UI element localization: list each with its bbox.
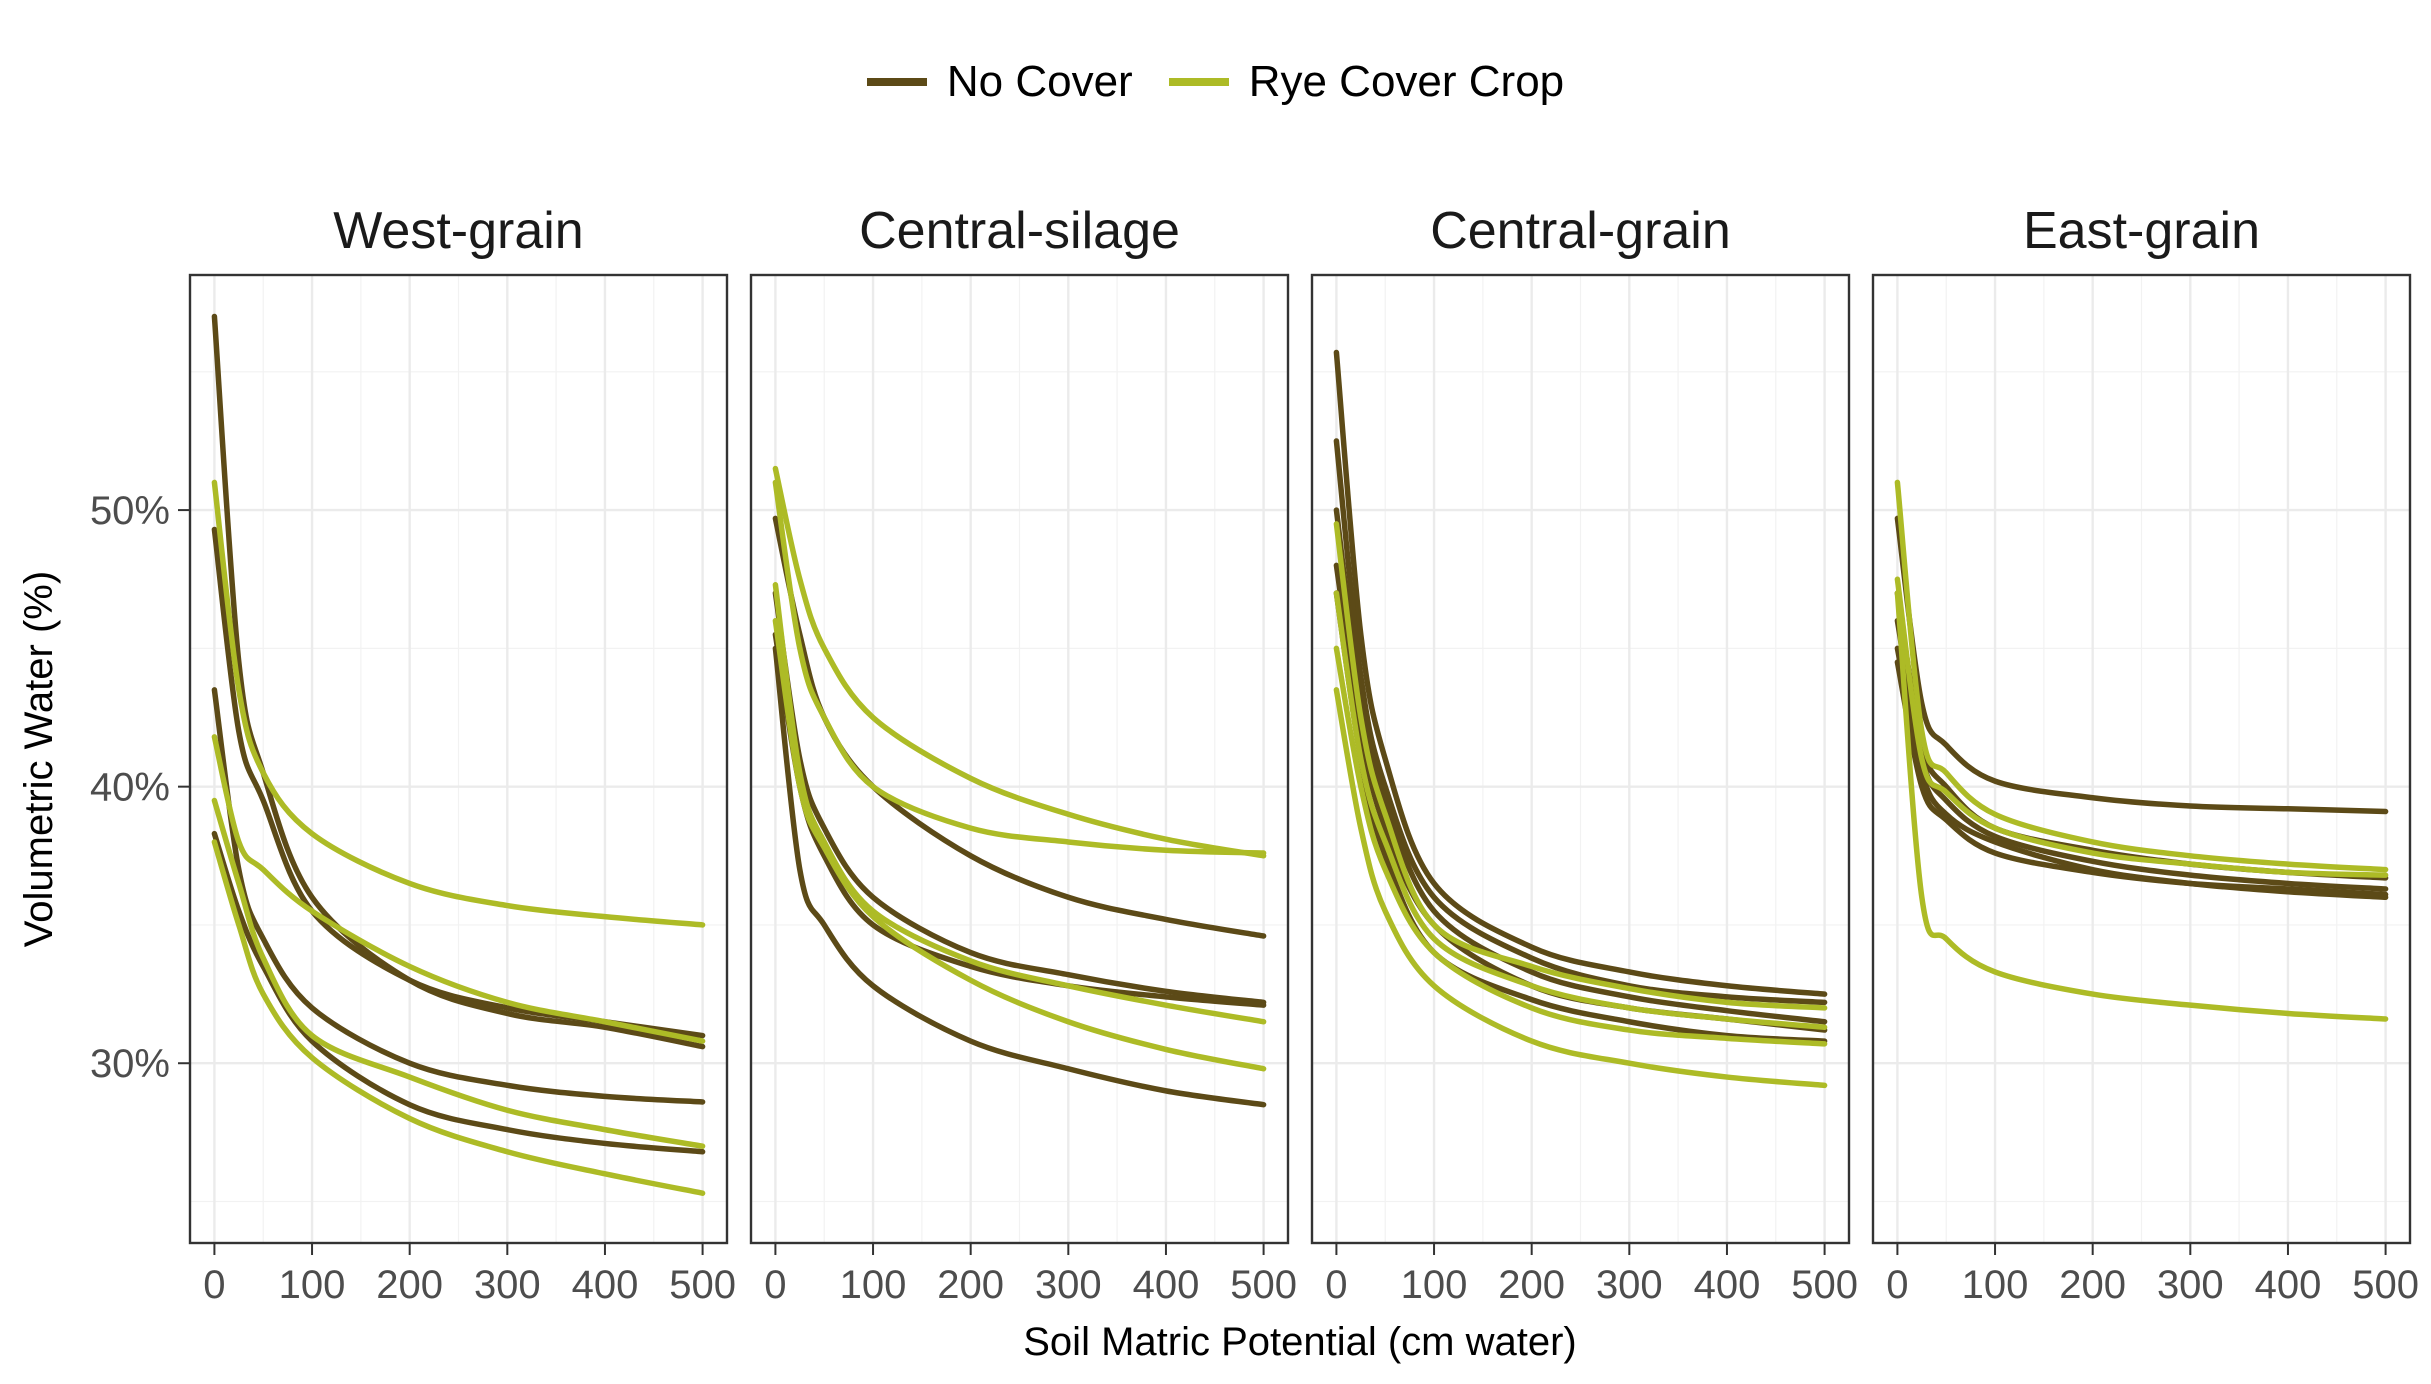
x-tick-label: 400 [572, 1263, 639, 1307]
x-tick-label: 500 [2352, 1263, 2419, 1307]
x-tick-label: 0 [1886, 1263, 1908, 1307]
series-line-west-grain-rye-cover-crop-6 [211, 734, 706, 1044]
series-line-central-grain-rye-cover-crop-6 [1333, 521, 1828, 1011]
series-line-central-silage-rye-cover-crop-6 [772, 479, 1267, 856]
x-tick-label: 100 [279, 1263, 346, 1307]
y-axis-title: Volumetric Water (%) [17, 571, 61, 947]
series-line-central-silage-rye-cover-crop-5 [772, 465, 1267, 859]
x-tick-label: 200 [2059, 1263, 2126, 1307]
series-line-central-grain-rye-cover-crop-8 [1333, 645, 1828, 1047]
series-line-central-grain-rye-cover-crop-9 [1333, 687, 1828, 1089]
x-tick-label: 0 [203, 1263, 225, 1307]
panel-title-east-grain: East-grain [2023, 202, 2260, 260]
series-line-central-grain-no-cover-2 [1333, 438, 1828, 1006]
series-line-east-grain-no-cover-5 [1894, 659, 2389, 898]
panel-title-west-grain: West-grain [333, 202, 583, 260]
series-line-east-grain-rye-cover-crop-7 [1894, 576, 2389, 878]
x-tick-label: 200 [376, 1263, 443, 1307]
x-tick-label: 100 [1962, 1263, 2029, 1307]
x-tick-label: 0 [1325, 1263, 1347, 1307]
series-line-west-grain-rye-cover-crop-5 [211, 479, 706, 928]
legend-key-rye-cover-crop [1168, 78, 1229, 86]
legend: No Cover Rye Cover Crop [0, 52, 2431, 112]
series-line-west-grain-no-cover-4 [211, 830, 706, 1155]
series-line-east-grain-rye-cover-crop-6 [1894, 479, 2389, 873]
x-tick-label: 500 [669, 1263, 736, 1307]
panel-title-central-grain: Central-grain [1430, 202, 1731, 260]
series-line-central-silage-no-cover-1 [772, 515, 1267, 939]
panel-border-west-grain [188, 273, 729, 1245]
series-line-west-grain-rye-cover-crop-8 [211, 839, 706, 1196]
x-axis-title: Soil Matric Potential (cm water) [1023, 1320, 1576, 1364]
x-tick-label: 400 [1694, 1263, 1761, 1307]
series-line-central-silage-no-cover-4 [772, 645, 1267, 1108]
panel-title-central-silage: Central-silage [859, 202, 1180, 260]
x-tick-label: 500 [1791, 1263, 1858, 1307]
panel-border-central-grain [1310, 273, 1851, 1245]
series-line-east-grain-rye-cover-crop-8 [1894, 590, 2389, 1022]
y-tick-label: 40% [90, 766, 170, 810]
series-line-west-grain-no-cover-1 [211, 313, 706, 1050]
legend-label-rye-cover-crop: Rye Cover Crop [1248, 57, 1565, 106]
x-tick-label: 300 [1596, 1263, 1663, 1307]
x-tick-label: 400 [2255, 1263, 2322, 1307]
panel-border-central-silage [749, 273, 1290, 1245]
x-tick-label: 200 [1498, 1263, 1565, 1307]
legend-item-rye-cover-crop: Rye Cover Crop [1168, 57, 1565, 107]
x-tick-label: 200 [937, 1263, 1004, 1307]
x-tick-label: 0 [764, 1263, 786, 1307]
series-line-central-grain-no-cover-1 [1333, 349, 1828, 997]
legend-label-no-cover: No Cover [946, 57, 1133, 106]
x-tick-label: 500 [1230, 1263, 1297, 1307]
series-line-west-grain-no-cover-3 [211, 687, 706, 1105]
series-line-west-grain-rye-cover-crop-7 [211, 797, 706, 1149]
x-tick-label: 300 [474, 1263, 541, 1307]
series-line-central-grain-rye-cover-crop-7 [1333, 590, 1828, 1031]
y-tick-label: 50% [90, 489, 170, 533]
panel-border-east-grain [1871, 273, 2412, 1245]
y-tick-label: 30% [90, 1042, 170, 1086]
x-tick-label: 100 [1401, 1263, 1468, 1307]
legend-key-no-cover [866, 78, 927, 86]
legend-item-no-cover: No Cover [866, 57, 1133, 107]
series-line-east-grain-no-cover-1 [1894, 515, 2389, 815]
x-tick-label: 300 [1035, 1263, 1102, 1307]
x-tick-label: 300 [2157, 1263, 2224, 1307]
series-line-central-silage-rye-cover-crop-8 [772, 617, 1267, 1072]
x-tick-label: 100 [840, 1263, 907, 1307]
x-tick-label: 400 [1133, 1263, 1200, 1307]
